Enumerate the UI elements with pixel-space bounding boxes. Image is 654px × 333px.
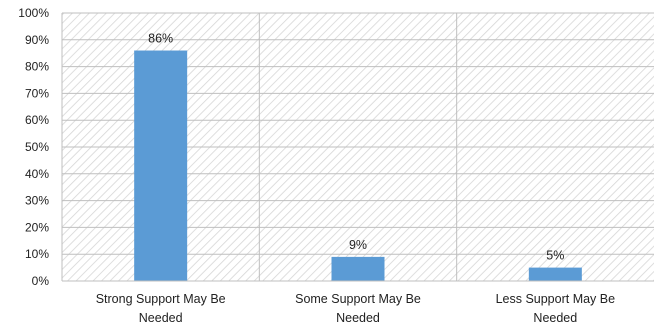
bar [331,256,385,281]
y-tick-label: 10% [25,247,49,261]
y-tick-label: 20% [25,220,49,234]
y-tick-label: 50% [25,140,49,154]
bars [134,50,582,281]
x-category-label: Needed [336,311,380,325]
data-label: 9% [349,238,367,252]
x-category-label: Needed [533,311,577,325]
y-tick-label: 100% [18,6,49,20]
y-tick-label: 30% [25,194,49,208]
y-tick-label: 60% [25,113,49,127]
y-tick-label: 40% [25,167,49,181]
bar [528,267,582,281]
y-tick-label: 90% [25,33,49,47]
x-category-label: Needed [139,311,183,325]
data-label: 86% [148,32,173,46]
y-tick-label: 80% [25,60,49,74]
x-category-label: Less Support May Be [496,292,616,306]
y-axis-tick-labels: 0% 10% 20% 30% 40% 50% 60% 70% 80% 90% 100% [18,6,49,288]
y-tick-label: 0% [32,274,50,288]
bar [134,50,188,281]
x-category-label: Some Support May Be [295,292,421,306]
data-labels: 86% 9% 5% [148,32,564,263]
data-label: 5% [546,249,564,263]
x-axis-category-labels: Strong Support May Be Needed Some Support … [96,292,615,325]
x-category-label: Strong Support May Be [96,292,226,306]
y-tick-label: 70% [25,86,49,100]
